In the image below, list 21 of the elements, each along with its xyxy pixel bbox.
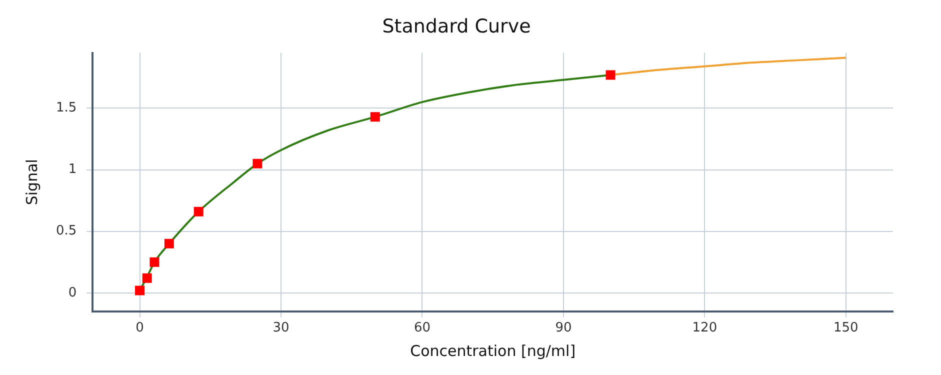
y-tick-label: 1.5	[56, 100, 77, 116]
x-tick-label: 150	[834, 320, 858, 336]
y-axis-title: Signal	[22, 159, 41, 206]
point	[370, 112, 380, 122]
chart-title: Standard Curve	[382, 15, 531, 38]
point	[252, 158, 262, 168]
y-tick-label: 0	[68, 285, 77, 300]
point	[194, 206, 204, 216]
point	[135, 286, 144, 296]
x-tick-label: 0	[136, 320, 144, 336]
y-tick-label: 0.5	[56, 224, 77, 239]
x-tick-label: 30	[272, 320, 290, 336]
x-tick-label: 120	[692, 320, 718, 336]
y-tick-label: 1	[68, 162, 77, 178]
x-axis-title: Concentration [ng/ml]	[410, 342, 576, 360]
point	[150, 257, 160, 267]
point	[606, 70, 616, 80]
point	[164, 238, 174, 248]
x-tick-label: 60	[414, 320, 430, 336]
x-tick-label: 90	[555, 320, 572, 336]
point	[142, 273, 152, 283]
